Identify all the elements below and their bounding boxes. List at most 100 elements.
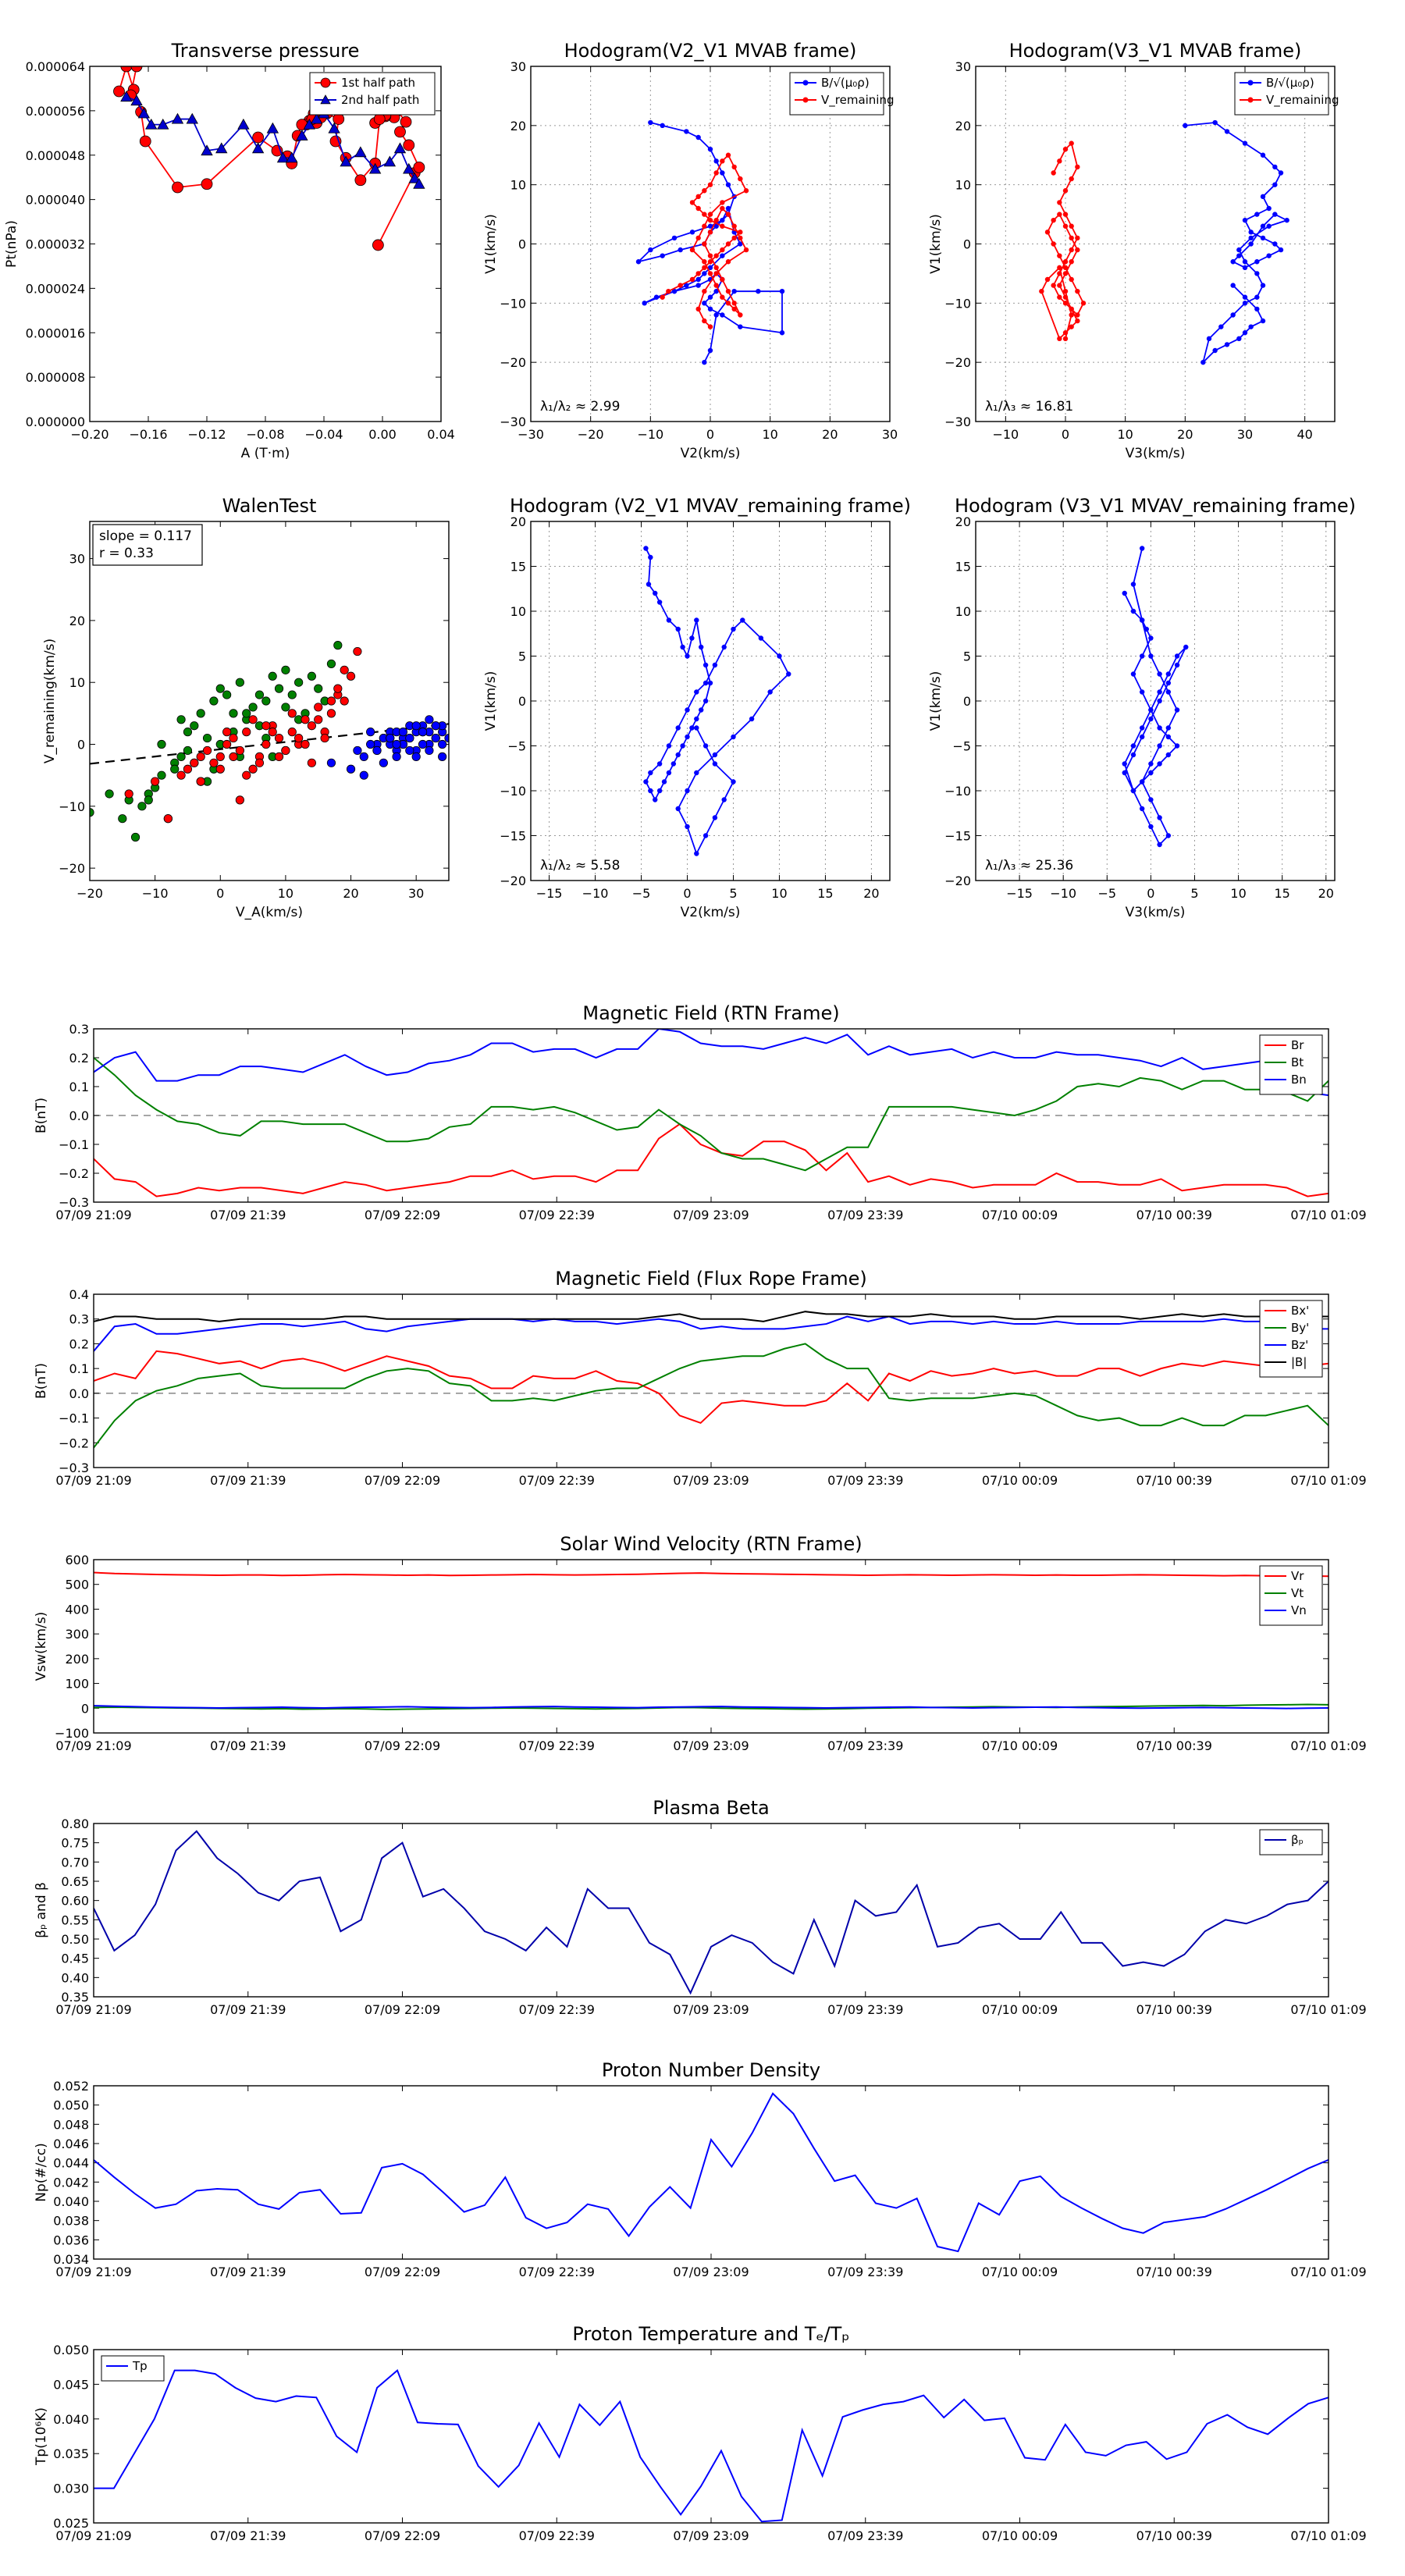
data-point bbox=[707, 294, 713, 300]
data-point bbox=[738, 229, 743, 235]
y-tick-label: 30 bbox=[510, 59, 526, 74]
data-point bbox=[661, 779, 667, 785]
data-point bbox=[261, 739, 271, 749]
data-point bbox=[731, 779, 736, 785]
data-point bbox=[1248, 235, 1254, 241]
ratio-annotation: λ₁/λ₃ ≈ 16.81 bbox=[985, 399, 1073, 415]
data-point bbox=[413, 161, 425, 173]
data-point bbox=[1057, 336, 1062, 342]
plot-frame bbox=[93, 1559, 1329, 1734]
data-point bbox=[328, 122, 340, 133]
data-point bbox=[418, 739, 428, 749]
data-point bbox=[274, 684, 284, 693]
data-point bbox=[702, 698, 709, 704]
y-tick-label: −0.1 bbox=[59, 1411, 89, 1426]
data-point bbox=[353, 646, 362, 656]
y-tick-label: 0.45 bbox=[61, 1952, 89, 1966]
chart-title: WalenTest bbox=[222, 495, 317, 517]
data-point bbox=[1236, 336, 1242, 342]
data-point bbox=[346, 764, 356, 774]
y-tick-label: 15 bbox=[510, 560, 526, 575]
data-point bbox=[1069, 324, 1074, 329]
data-point bbox=[386, 733, 395, 743]
legend-box bbox=[101, 2355, 165, 2382]
data-point bbox=[707, 229, 713, 235]
y-tick-label: −10 bbox=[59, 799, 85, 814]
data-point bbox=[281, 665, 290, 674]
data-point bbox=[1069, 235, 1074, 241]
data-point bbox=[1157, 698, 1162, 704]
y-tick-label: 0.000040 bbox=[26, 193, 85, 208]
x-tick-label: 07/10 00:09 bbox=[982, 2528, 1058, 2543]
x-tick-label: 07/09 21:39 bbox=[210, 1208, 286, 1222]
x-tick-label: 07/09 22:39 bbox=[519, 1473, 595, 1488]
x-tick-label: 07/09 23:39 bbox=[827, 2265, 903, 2279]
series-line-1 bbox=[94, 1057, 1329, 1172]
data-point bbox=[725, 212, 731, 217]
data-point bbox=[694, 716, 699, 722]
data-point bbox=[340, 155, 352, 167]
data-point bbox=[1165, 671, 1172, 677]
data-point bbox=[1254, 306, 1260, 312]
plot-frame bbox=[89, 521, 450, 881]
x-tick-label: −15 bbox=[536, 886, 563, 901]
x-tick-label: 30 bbox=[408, 886, 424, 901]
y-tick-label: 0.60 bbox=[61, 1894, 89, 1909]
data-point bbox=[274, 752, 284, 761]
data-point bbox=[215, 684, 225, 693]
data-point bbox=[1183, 123, 1188, 129]
x-tick-label: 07/09 21:09 bbox=[55, 2002, 131, 2017]
data-point bbox=[1157, 761, 1162, 767]
data-point bbox=[695, 134, 701, 141]
data-point bbox=[1075, 318, 1080, 324]
data-point bbox=[118, 814, 127, 824]
data-point bbox=[359, 770, 368, 780]
data-point bbox=[767, 689, 773, 695]
x-tick-label: 07/09 23:09 bbox=[673, 1208, 749, 1222]
data-point bbox=[190, 758, 199, 767]
y-tick-label: −5 bbox=[507, 739, 526, 754]
data-point bbox=[1165, 725, 1172, 731]
data-point bbox=[713, 158, 719, 164]
x-tick-label: 07/09 22:09 bbox=[365, 1738, 440, 1753]
legend-box bbox=[309, 72, 436, 116]
y-axis-label: V1(km/s) bbox=[483, 214, 499, 274]
data-point bbox=[1139, 653, 1145, 659]
data-point bbox=[303, 118, 315, 130]
data-point bbox=[713, 170, 719, 176]
data-point bbox=[689, 276, 695, 283]
series-line-1 bbox=[94, 1343, 1329, 1449]
data-point bbox=[680, 743, 685, 749]
series-line-0 bbox=[645, 548, 790, 856]
y-tick-label: 0.000008 bbox=[26, 370, 85, 385]
data-point bbox=[242, 709, 251, 718]
y-tick-label: 0.000024 bbox=[26, 281, 85, 296]
data-point bbox=[1130, 608, 1136, 614]
data-point bbox=[694, 617, 699, 623]
data-point bbox=[670, 761, 677, 767]
data-point bbox=[235, 795, 244, 805]
chart-title: Proton Number Density bbox=[602, 2059, 820, 2081]
data-point bbox=[1212, 347, 1218, 354]
data-point bbox=[721, 797, 727, 802]
data-point bbox=[1039, 288, 1044, 294]
x-tick-label: −0.16 bbox=[129, 427, 167, 442]
data-point bbox=[1148, 824, 1154, 830]
data-point bbox=[113, 85, 125, 98]
data-point bbox=[251, 142, 265, 154]
legend-label: |B| bbox=[1291, 1355, 1307, 1369]
data-point bbox=[314, 715, 323, 724]
data-point bbox=[359, 752, 368, 761]
data-point bbox=[1148, 716, 1154, 722]
data-point bbox=[1236, 247, 1242, 253]
chart-title: Hodogram(V3_V1 MVAB frame) bbox=[1009, 40, 1302, 62]
data-point bbox=[1157, 671, 1162, 677]
x-tick-label: 07/10 00:39 bbox=[1136, 2265, 1212, 2279]
data-point bbox=[685, 653, 690, 659]
x-tick-label: 07/09 23:39 bbox=[827, 2002, 903, 2017]
data-point bbox=[720, 276, 725, 283]
legend-label: V_remaining bbox=[1266, 93, 1339, 108]
data-point bbox=[1248, 241, 1254, 247]
legend-box bbox=[1259, 1829, 1323, 1856]
data-point bbox=[699, 644, 704, 650]
